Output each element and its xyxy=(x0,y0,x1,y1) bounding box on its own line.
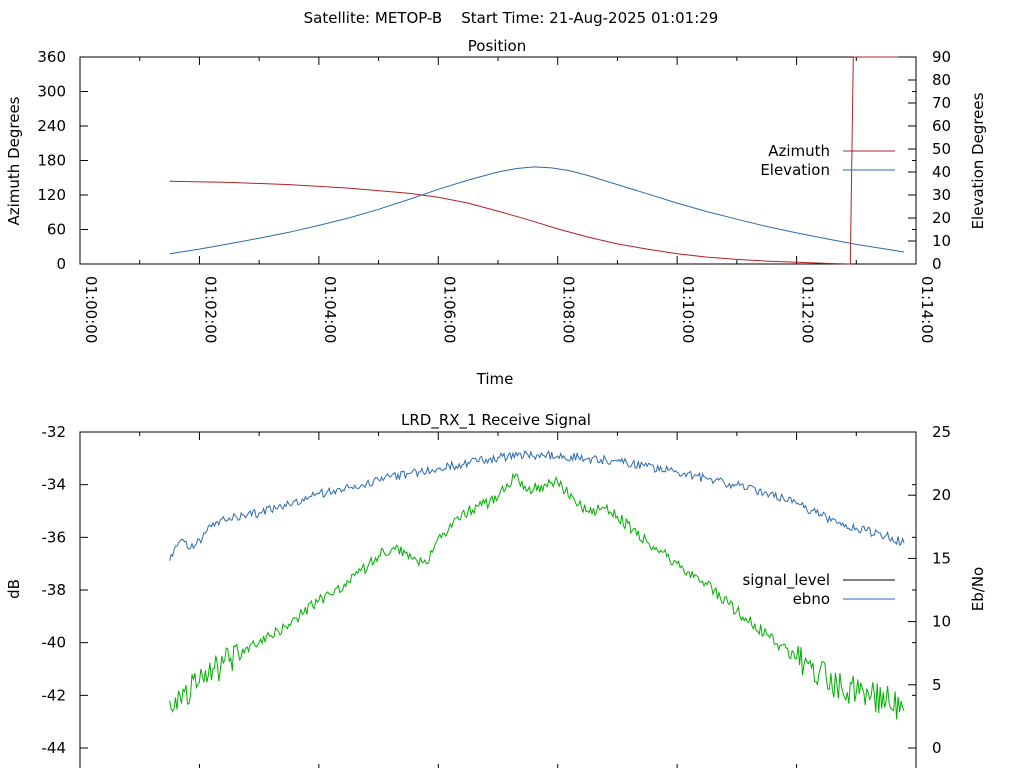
y-tick-label: 360 xyxy=(37,48,66,66)
y2-tick-label: 50 xyxy=(932,140,951,158)
y2-tick-label: 40 xyxy=(932,163,951,181)
y-tick-label: -34 xyxy=(42,476,67,494)
x-tick-label: 01:04:00 xyxy=(321,276,339,343)
y-tick-label: 300 xyxy=(37,83,66,101)
signal-ticks: -44 -42 -40 -38 -36 -34 -32 0 5 10 15 20 25 xyxy=(42,423,951,768)
y-tick-label: 120 xyxy=(37,186,66,204)
x-tick-label: 01:08:00 xyxy=(560,276,578,343)
y2-tick-label: 60 xyxy=(932,117,951,135)
position-ticks: 0 60 120 180 240 300 360 0 10 20 30 40 50 60 70 80 90 01:… xyxy=(37,48,951,343)
y2-tick-label: 0 xyxy=(932,255,942,273)
position-legend: Azimuth Elevation xyxy=(760,142,895,179)
x-tick-label: 01:14:00 xyxy=(918,276,936,343)
x-tick-label: 01:02:00 xyxy=(201,276,219,343)
position-series xyxy=(169,56,905,265)
y2-tick-label: 25 xyxy=(932,423,951,441)
position-chart-title: Position xyxy=(468,37,526,55)
y-tick-label: 60 xyxy=(47,221,66,239)
position-y-axis-label: Azimuth Degrees xyxy=(5,96,23,225)
y2-tick-label: 30 xyxy=(932,186,951,204)
x-tick-label: 01:12:00 xyxy=(799,276,817,343)
x-tick-label: 01:00:00 xyxy=(82,276,100,343)
legend-azimuth-label: Azimuth xyxy=(768,142,830,160)
position-chart: Position Azimuth Degrees Elevation Degre… xyxy=(5,37,987,388)
series-line-ebno xyxy=(169,449,905,562)
y2-tick-label: 15 xyxy=(932,549,951,567)
y2-tick-label: 20 xyxy=(932,486,951,504)
y-tick-label: 0 xyxy=(56,255,66,273)
y-tick-label: 240 xyxy=(37,117,66,135)
y2-tick-label: 20 xyxy=(932,209,951,227)
legend-signal-level-label: signal_level xyxy=(742,571,830,590)
signal-y2-axis-label: Eb/No xyxy=(969,567,987,611)
page-title: Satellite: METOP-B Start Time: 21-Aug-20… xyxy=(304,9,719,27)
signal-chart-title: LRD_RX_1 Receive Signal xyxy=(401,411,591,430)
y-tick-label: -38 xyxy=(42,581,67,599)
y2-tick-label: 90 xyxy=(932,48,951,66)
series-line-elevation xyxy=(169,166,905,255)
y-tick-label: -36 xyxy=(42,528,67,546)
y-tick-label: -44 xyxy=(42,739,67,757)
series-line-signal-level xyxy=(169,472,905,720)
series-line-azimuth xyxy=(169,56,899,265)
signal-legend: signal_level ebno xyxy=(742,571,895,608)
y2-tick-label: 0 xyxy=(932,739,942,757)
x-tick-label: 01:06:00 xyxy=(440,276,458,343)
y2-tick-label: 5 xyxy=(932,676,942,694)
y-tick-label: -42 xyxy=(42,686,67,704)
y-tick-label: -32 xyxy=(42,423,67,441)
position-x-axis-label: Time xyxy=(476,370,514,388)
x-tick-label: 01:10:00 xyxy=(679,276,697,343)
legend-elevation-label: Elevation xyxy=(760,161,830,179)
y2-tick-label: 10 xyxy=(932,613,951,631)
y2-tick-label: 10 xyxy=(932,232,951,250)
signal-y-axis-label: dB xyxy=(5,579,23,599)
y-tick-label: 180 xyxy=(37,152,66,170)
y-tick-label: -40 xyxy=(42,634,67,652)
signal-plot-frame xyxy=(79,431,917,768)
signal-series xyxy=(169,449,905,720)
position-y2-axis-label: Elevation Degrees xyxy=(969,92,987,229)
signal-chart: LRD_RX_1 Receive Signal dB Eb/No -44-42-… xyxy=(5,411,987,768)
y2-tick-label: 80 xyxy=(932,71,951,89)
legend-ebno-label: ebno xyxy=(793,590,830,608)
y2-tick-label: 70 xyxy=(932,94,951,112)
